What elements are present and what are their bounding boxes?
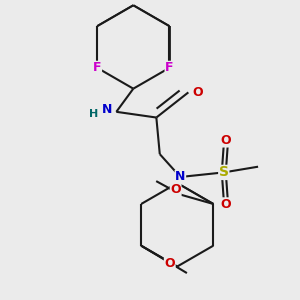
Text: S: S (219, 165, 229, 179)
Text: O: O (192, 86, 203, 99)
Text: F: F (165, 61, 174, 74)
Text: F: F (93, 61, 101, 74)
Text: N: N (102, 103, 112, 116)
Text: N: N (175, 170, 185, 184)
Text: O: O (170, 183, 181, 196)
Text: O: O (221, 198, 231, 211)
Text: O: O (221, 134, 231, 147)
Text: H: H (89, 109, 98, 119)
Text: O: O (164, 257, 175, 270)
